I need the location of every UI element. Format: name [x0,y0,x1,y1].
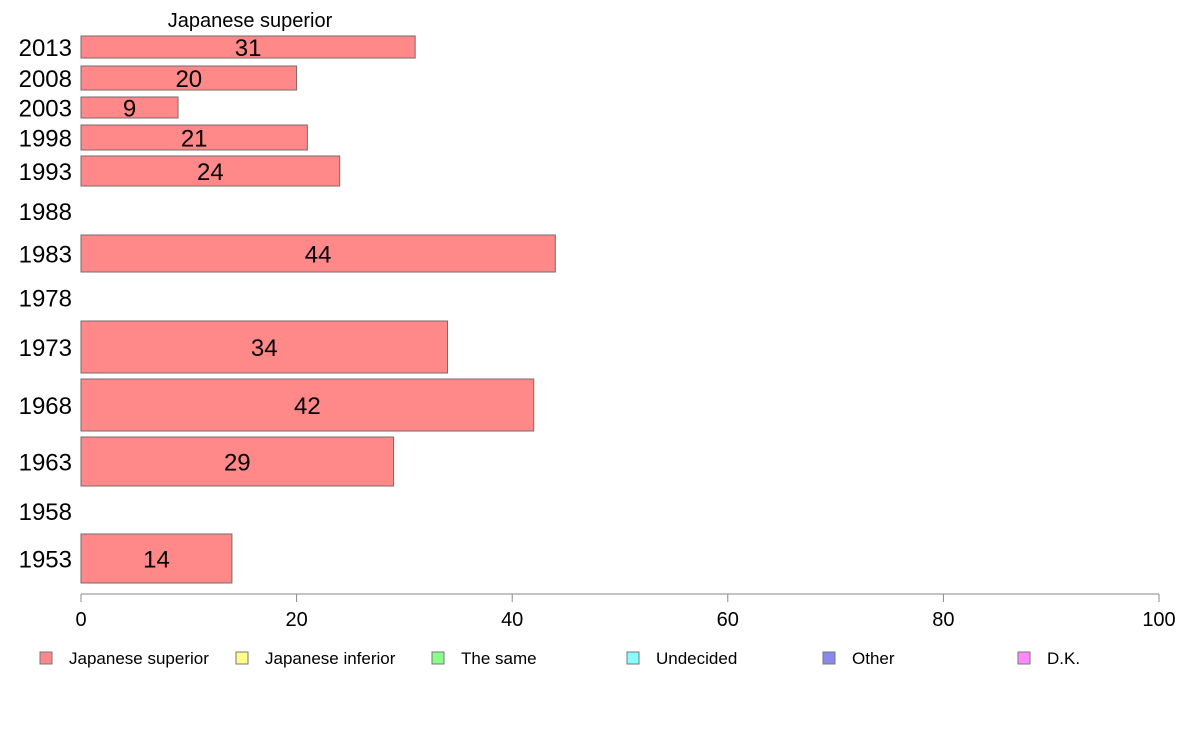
legend-label-2: The same [461,649,537,668]
category-labels: 2013 2008 2003 1998 1993 1988 1983 1978 1973 1968… [19,35,72,574]
value-label-1998: 21 [181,126,208,153]
category-label-1993: 1993 [19,159,72,186]
value-label-2008: 20 [175,66,202,93]
value-label-2003: 9 [123,96,136,123]
bar-1993 [80,155,341,187]
x-tick-label-40: 40 [501,609,523,631]
category-label-2003: 2003 [19,96,72,123]
legend-label-4: Other [852,649,895,668]
value-label-1963: 29 [224,450,251,477]
legend-label-1: Japanese inferior [265,649,396,668]
category-label-2008: 2008 [19,66,72,93]
x-tick-label-80: 80 [932,609,954,631]
value-labels: 31 20 9 21 24 44 34 42 29 14 [123,35,332,574]
bar-1998 [80,124,308,151]
category-label-1953: 1953 [19,547,72,574]
category-label-1963: 1963 [19,450,72,477]
category-label-1973: 1973 [19,335,72,362]
legend-swatch-1 [235,651,249,665]
bar-1953 [80,533,233,584]
legend-label-0: Japanese superior [69,649,209,668]
chart-title: Japanese superior [168,10,333,32]
legend: Japanese superior Japanese inferior The sa… [39,649,1080,668]
bar-1973 [80,320,449,374]
bar-2003 [80,96,179,119]
legend-swatch-3 [626,651,640,665]
bars [80,35,556,584]
bar-2008 [80,65,298,91]
value-label-1968: 42 [294,393,321,420]
category-label-1958: 1958 [19,499,72,526]
legend-swatch-0 [39,651,53,665]
value-label-1993: 24 [197,159,224,186]
bar-1968 [80,378,535,432]
legend-label-3: Undecided [656,649,737,668]
legend-swatch-4 [822,651,836,665]
x-tick-label-100: 100 [1142,609,1175,631]
legend-label-5: D.K. [1047,649,1080,668]
x-tick-label-60: 60 [717,609,739,631]
value-label-1983: 44 [305,242,332,269]
value-label-1953: 14 [143,547,170,574]
category-label-1978: 1978 [19,286,72,313]
x-tick-label-0: 0 [75,609,86,631]
category-label-1998: 1998 [19,126,72,153]
category-label-1988: 1988 [19,199,72,226]
category-label-1968: 1968 [19,393,72,420]
x-tick-label-20: 20 [285,609,307,631]
legend-swatch-5 [1017,651,1031,665]
legend-swatch-2 [431,651,445,665]
bar-1963 [80,436,395,487]
bar-1983 [80,234,556,273]
value-label-2013: 31 [235,35,262,62]
category-label-1983: 1983 [19,242,72,269]
value-label-1973: 34 [251,335,278,362]
category-label-2013: 2013 [19,35,72,62]
bar-2013 [80,35,416,59]
x-axis: 0 20 40 60 80 100 [75,593,1176,631]
